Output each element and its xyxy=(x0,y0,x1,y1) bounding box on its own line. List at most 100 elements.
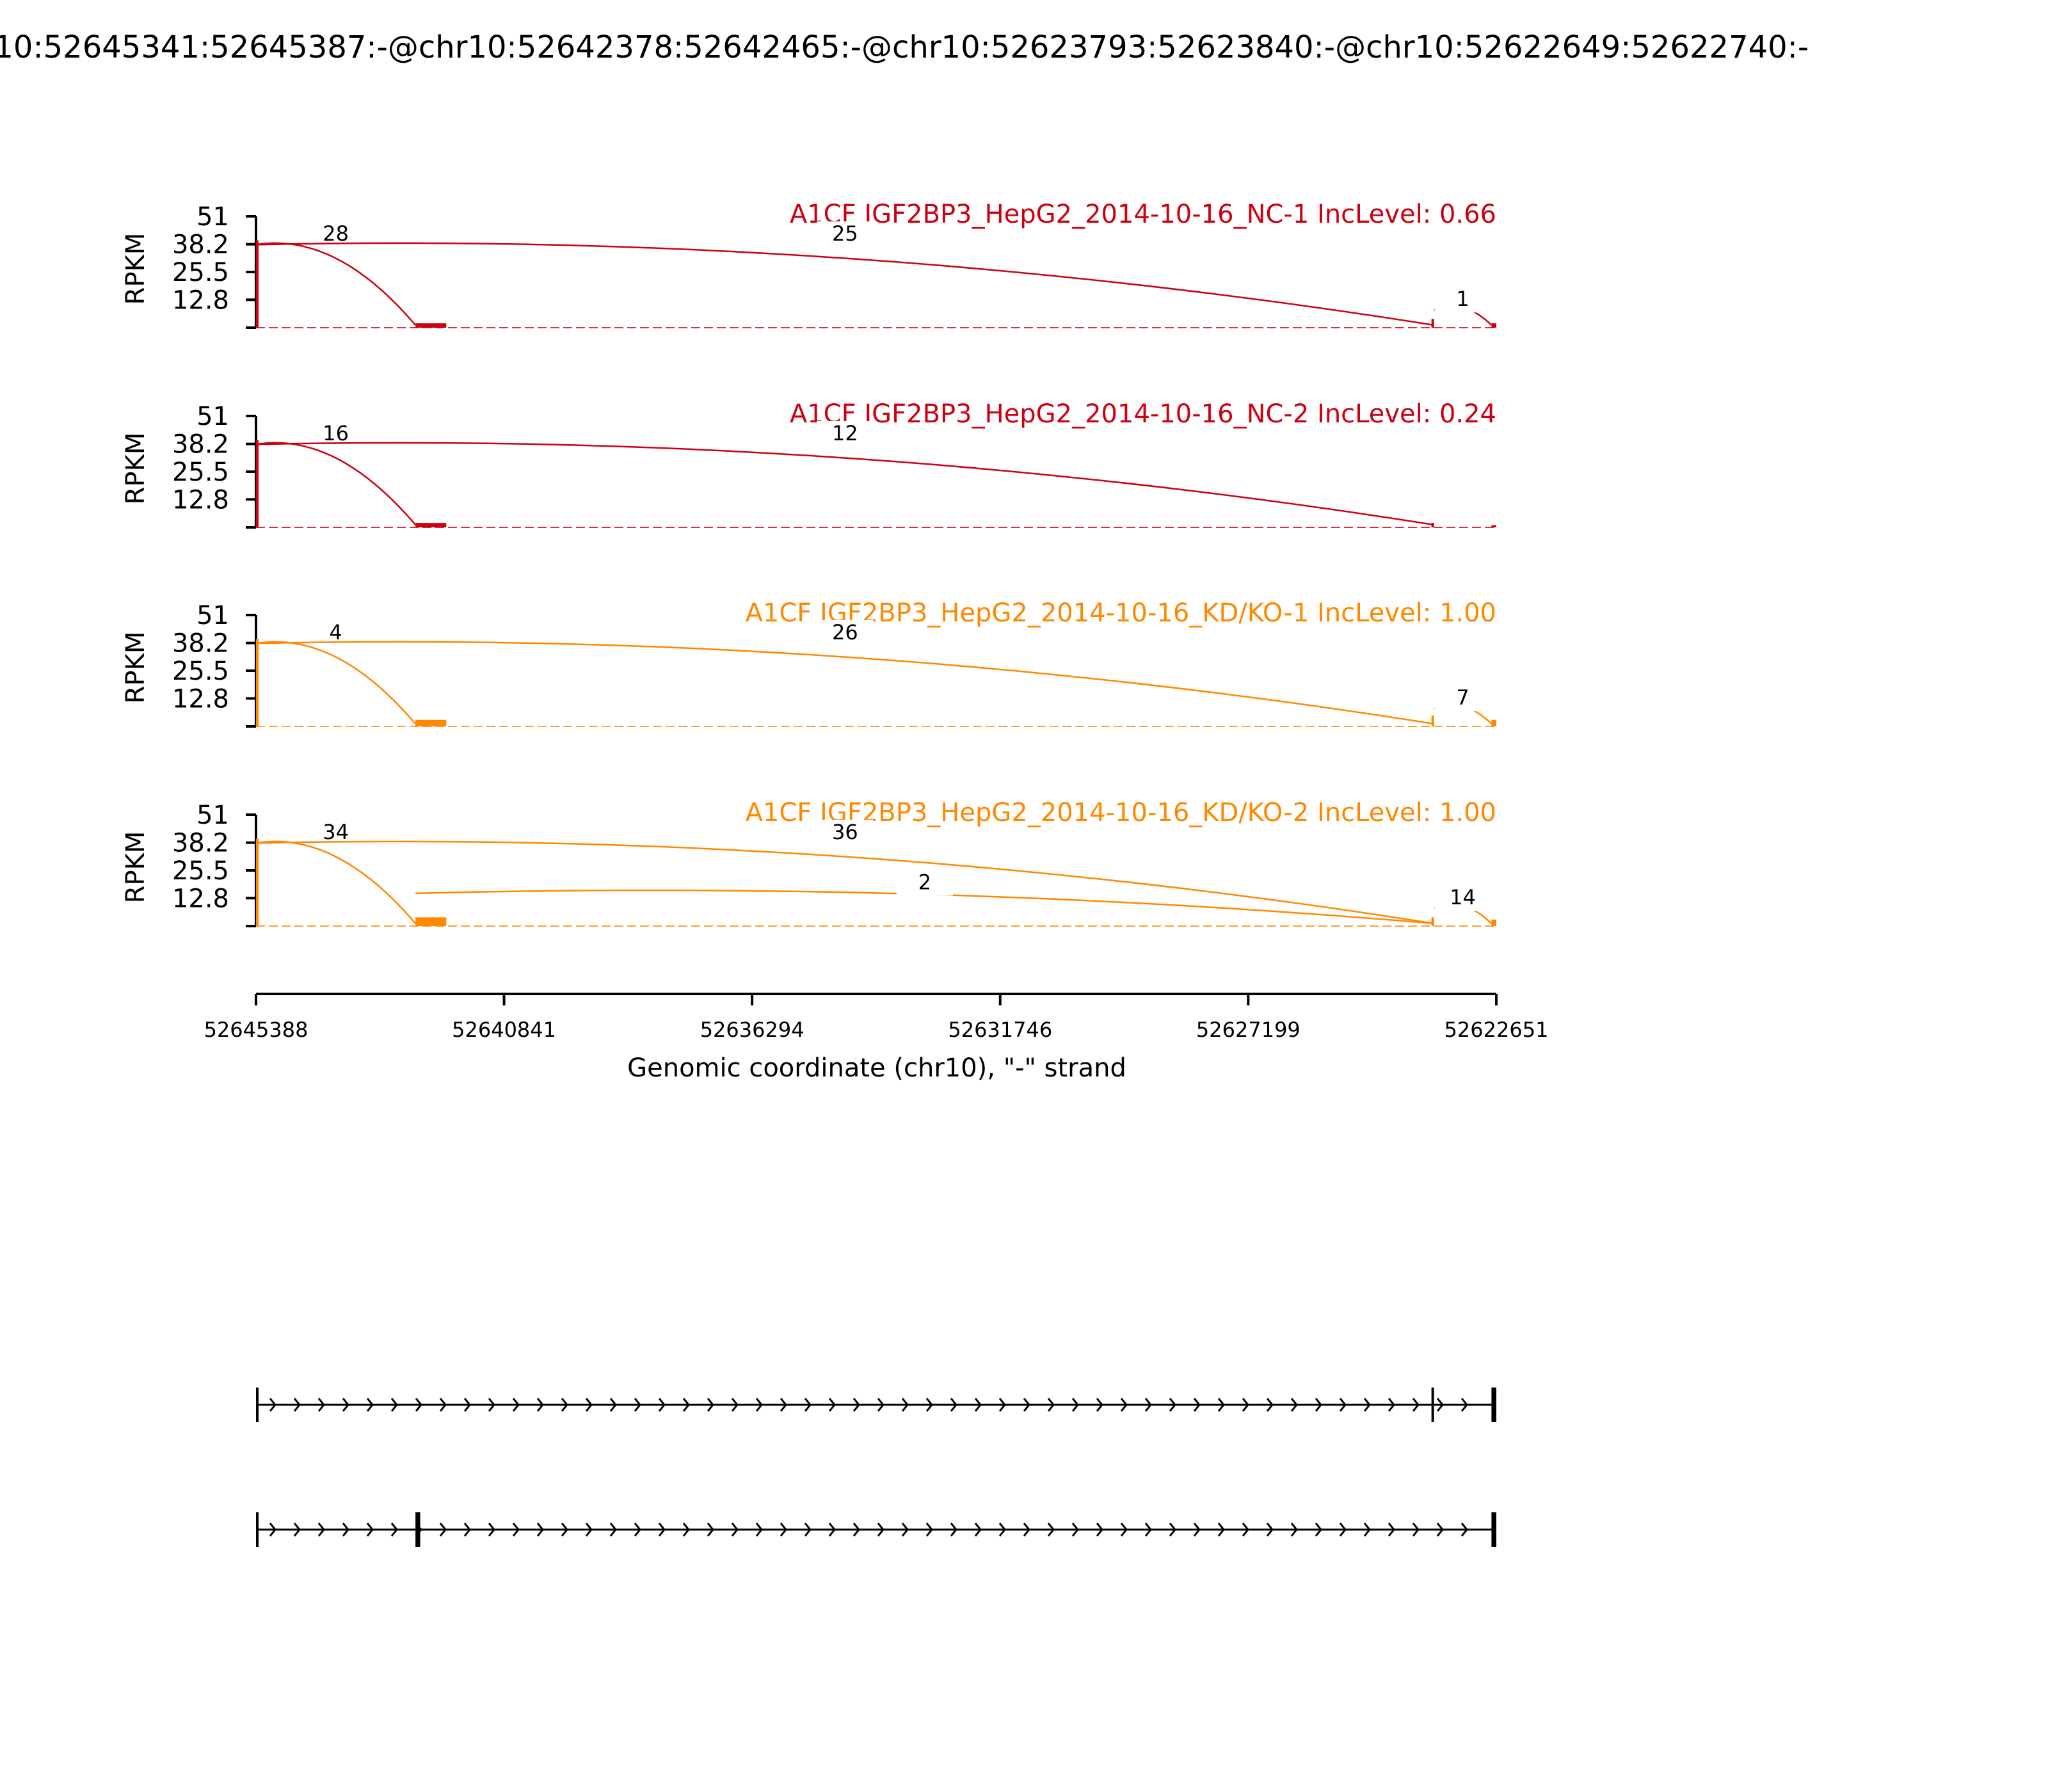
strand-arrow xyxy=(1242,1398,1249,1412)
x-tick-label: 52645388 xyxy=(204,1018,308,1042)
coverage-bar xyxy=(415,523,447,527)
coverage-bar xyxy=(1491,323,1496,328)
strand-arrow xyxy=(1120,1523,1128,1537)
junction-label-bg xyxy=(1434,885,1491,911)
strand-arrow xyxy=(1144,1398,1152,1412)
strand-arrow xyxy=(1266,1398,1274,1412)
strand-arrow xyxy=(780,1398,787,1412)
coverage-bar xyxy=(1491,719,1496,726)
strand-arrow xyxy=(463,1398,471,1412)
junction-arc xyxy=(255,442,1434,526)
strand-arrow xyxy=(755,1398,763,1412)
strand-arrow xyxy=(366,1523,374,1537)
strand-arrow xyxy=(1339,1523,1347,1537)
isoform-exon xyxy=(256,1388,259,1422)
strand-arrow xyxy=(658,1523,666,1537)
strand-arrow xyxy=(1363,1398,1371,1412)
panel-nc-2: RPKM A1CF IGF2BP3_HepG2_2014-10-16_NC-2 … xyxy=(121,399,1496,529)
y-tick-label: 51 xyxy=(196,801,229,830)
isoform-exon xyxy=(415,1512,420,1547)
x-tick-label: 52636294 xyxy=(700,1018,804,1042)
coverage-bar xyxy=(256,440,259,527)
strand-arrow xyxy=(1290,1398,1298,1412)
y-tick-label: 38.2 xyxy=(172,829,229,858)
strand-arrow xyxy=(317,1523,325,1537)
strand-arrow xyxy=(1315,1398,1322,1412)
panel-kdko-1: RPKM A1CF IGF2BP3_HepG2_2014-10-16_KD/KO… xyxy=(121,598,1496,728)
strand-arrow xyxy=(342,1523,349,1537)
strand-arrow xyxy=(390,1523,398,1537)
strand-arrow xyxy=(1217,1523,1225,1537)
strand-arrow xyxy=(852,1398,860,1412)
coverage-bar xyxy=(1431,917,1434,926)
junction-label-bg xyxy=(896,870,953,896)
isoform-exon xyxy=(1491,1512,1496,1547)
strand-arrow xyxy=(1460,1523,1468,1537)
strand-arrow xyxy=(1436,1523,1444,1537)
junction-label-bg xyxy=(1434,287,1491,313)
coverage-bar xyxy=(1491,919,1496,926)
strand-arrow xyxy=(1071,1523,1079,1537)
strand-arrow xyxy=(609,1398,617,1412)
strand-arrow xyxy=(1266,1523,1274,1537)
coverage-bar xyxy=(415,917,447,926)
junction-count: 36 xyxy=(832,820,858,844)
x-tick-label: 52631746 xyxy=(948,1018,1052,1042)
strand-arrow xyxy=(561,1523,568,1537)
strand-arrow xyxy=(1144,1523,1152,1537)
isoform-exon xyxy=(1491,1388,1496,1422)
y-tick-label: 25.5 xyxy=(172,458,229,487)
junction-arc xyxy=(255,641,1434,725)
strand-arrow xyxy=(342,1398,349,1412)
strand-arrow xyxy=(536,1523,544,1537)
strand-arrow xyxy=(707,1398,714,1412)
y-axis-label: RPKM xyxy=(121,831,150,904)
strand-arrow xyxy=(512,1523,520,1537)
x-axis-label: Genomic coordinate (chr10), "-" strand xyxy=(627,1053,1126,1083)
junction-label-bg xyxy=(817,221,874,247)
strand-arrow xyxy=(293,1398,301,1412)
strand-arrow xyxy=(877,1398,884,1412)
strand-arrow xyxy=(755,1523,763,1537)
strand-arrow xyxy=(852,1523,860,1537)
x-tick-label: 52627199 xyxy=(1196,1018,1300,1042)
strand-arrow xyxy=(925,1398,933,1412)
strand-arrow xyxy=(1388,1398,1395,1412)
y-axis-label: RPKM xyxy=(121,632,150,704)
strand-arrow xyxy=(1290,1523,1298,1537)
strand-arrow xyxy=(901,1523,909,1537)
strand-arrow xyxy=(974,1398,982,1412)
sample-title: A1CF IGF2BP3_HepG2_2014-10-16_NC-1 IncLe… xyxy=(790,200,1496,229)
coverage-bar xyxy=(1431,715,1434,726)
junction-count: 25 xyxy=(832,221,858,246)
strand-arrow xyxy=(488,1398,495,1412)
junction-count: 4 xyxy=(329,620,342,644)
strand-arrow xyxy=(1096,1523,1103,1537)
y-tick-label: 51 xyxy=(196,202,229,232)
strand-arrow xyxy=(950,1398,957,1412)
isoform-track xyxy=(256,1388,1496,1547)
coverage-bar xyxy=(256,240,259,328)
strand-arrow xyxy=(561,1398,568,1412)
y-tick-label: 38.2 xyxy=(172,629,229,659)
strand-arrow xyxy=(1412,1398,1420,1412)
strand-arrow xyxy=(1047,1523,1055,1537)
strand-arrow xyxy=(780,1523,787,1537)
strand-arrow xyxy=(488,1523,495,1537)
strand-arrow xyxy=(585,1523,593,1537)
strand-arrow xyxy=(1023,1398,1030,1412)
strand-arrow xyxy=(634,1523,641,1537)
coverage-bar xyxy=(1431,319,1434,328)
junction-count: 7 xyxy=(1456,685,1469,710)
strand-arrow xyxy=(1096,1398,1103,1412)
strand-arrow xyxy=(1388,1523,1395,1537)
strand-arrow xyxy=(269,1398,276,1412)
y-axis-label: RPKM xyxy=(121,433,150,505)
strand-arrow xyxy=(682,1398,690,1412)
chart-title: chr10:52645341:52645387:-@chr10:52642378… xyxy=(0,29,1809,65)
strand-arrow xyxy=(390,1398,398,1412)
junction-count: 14 xyxy=(1450,885,1476,909)
strand-arrow xyxy=(1023,1523,1030,1537)
strand-arrow xyxy=(804,1523,812,1537)
